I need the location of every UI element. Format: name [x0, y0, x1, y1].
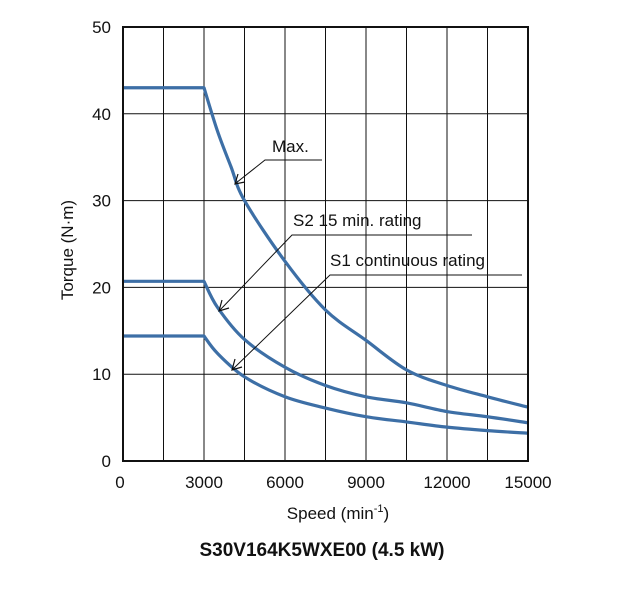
- annotation-s1: S1 continuous rating: [231, 251, 522, 371]
- x-tick-label: 6000: [266, 473, 304, 492]
- arrowhead-s2: [218, 299, 230, 312]
- y-tick-label: 20: [92, 278, 111, 297]
- arrowhead-max: [234, 173, 246, 185]
- x-tick-label: 15000: [504, 473, 551, 492]
- series-line-2: [123, 334, 529, 435]
- x-axis-label-sup: -1: [374, 503, 384, 515]
- y-tick-label: 40: [92, 105, 111, 124]
- label-max: Max.: [272, 137, 309, 156]
- x-axis-label-main: Speed (min: [287, 504, 374, 523]
- annotation-s2: S2 15 min. rating: [218, 211, 472, 312]
- plot-frame: [122, 26, 529, 462]
- x-axis-label: Speed (min-1): [287, 503, 389, 523]
- y-tick-label: 10: [92, 365, 111, 384]
- x-tick-label: 9000: [347, 473, 385, 492]
- y-tick-label: 30: [92, 192, 111, 211]
- y-tick-label: 0: [102, 452, 111, 471]
- annotation-max: Max.: [234, 137, 322, 185]
- x-tick-label: 0: [115, 473, 124, 492]
- chart-title: S30V164K5WXE00 (4.5 kW): [199, 540, 444, 561]
- x-tick-labels: 0 3000 6000 9000 12000 15000: [115, 473, 551, 492]
- y-tick-labels: 0 10 20 30 40 50: [92, 18, 111, 471]
- leader-s2: [219, 234, 472, 311]
- series-line-1: [123, 279, 529, 425]
- y-tick-label: 50: [92, 18, 111, 37]
- y-axis-label: Torque (N·m): [58, 200, 77, 300]
- series-lines: [123, 86, 529, 435]
- leader-max: [235, 159, 322, 184]
- label-s1: S1 continuous rating: [330, 251, 485, 270]
- x-tick-label: 12000: [423, 473, 470, 492]
- x-tick-label: 3000: [185, 473, 223, 492]
- grid: [123, 27, 528, 461]
- leader-s1: [232, 274, 522, 370]
- label-s2: S2 15 min. rating: [293, 211, 422, 230]
- arrowhead-s1: [231, 358, 243, 371]
- series-line-0: [123, 86, 529, 409]
- x-axis-label-close: ): [384, 504, 390, 523]
